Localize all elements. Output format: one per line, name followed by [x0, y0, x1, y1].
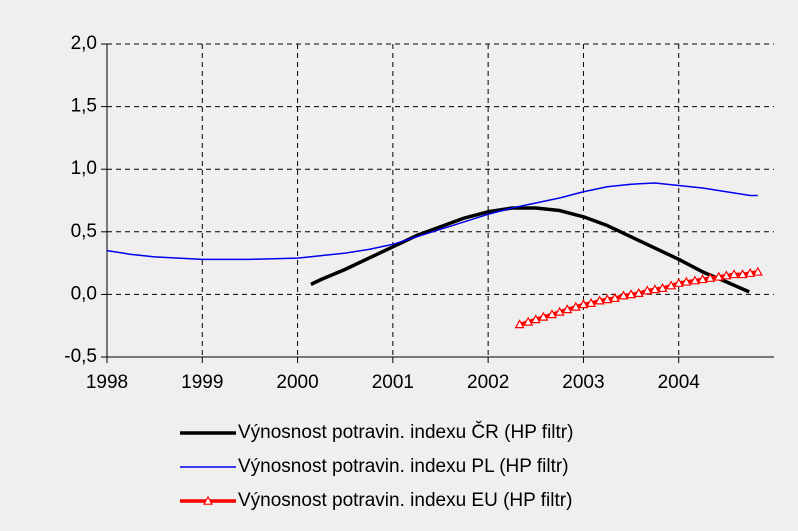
series-marker: [602, 294, 613, 304]
series-marker: [681, 276, 692, 286]
legend-marker: [202, 495, 214, 505]
series-marker: [705, 272, 716, 282]
x-tick-label: 2000: [276, 372, 318, 393]
series-marker: [649, 284, 660, 294]
series-marker: [570, 301, 581, 311]
series-marker: [689, 275, 700, 285]
series-line: [106, 182, 758, 261]
y-tick-label: 0,5: [71, 221, 97, 242]
series-marker: [626, 289, 637, 299]
series-marker: [673, 277, 684, 287]
series-marker: [633, 287, 644, 297]
y-tick-label: 2,0: [71, 33, 97, 54]
series-marker: [745, 267, 756, 277]
y-tick-label: 0,0: [71, 283, 97, 304]
series-marker: [538, 311, 549, 321]
series-marker: [713, 271, 724, 281]
series-marker: [530, 314, 541, 324]
series-marker: [586, 297, 597, 307]
y-tick-label: -0,5: [64, 346, 97, 367]
series-marker: [523, 316, 534, 326]
series-marker: [554, 306, 565, 316]
x-tick-label: 1998: [86, 372, 128, 393]
series-marker: [657, 282, 668, 292]
series-marker: [562, 304, 573, 314]
x-tick-label: 2003: [562, 372, 604, 393]
series-line: [310, 206, 750, 294]
x-tick-label: 2001: [372, 372, 414, 393]
series-marker: [609, 292, 620, 302]
series-marker: [594, 295, 605, 305]
legend-label: Výnosnost potravin. indexu EU (HP filtr): [238, 490, 572, 511]
y-tick-label: 1,0: [71, 158, 97, 179]
series-marker: [752, 266, 763, 276]
series-marker: [618, 290, 629, 300]
series-marker: [737, 269, 748, 279]
series-marker: [546, 309, 558, 319]
series-marker: [721, 270, 732, 280]
x-tick-label: 2002: [467, 372, 509, 393]
legend-label: Výnosnost potravin. indexu PL (HP filtr): [238, 456, 569, 477]
series-marker: [578, 299, 589, 309]
y-tick-label: 1,5: [71, 96, 97, 117]
series-marker: [514, 319, 525, 329]
series-marker: [642, 285, 653, 295]
x-tick-label: 1999: [181, 372, 223, 393]
series-marker: [666, 280, 677, 290]
x-tick-label: 2004: [658, 372, 701, 393]
legend-label: Výnosnost potravin. indexu ČR (HP filtr): [238, 421, 573, 443]
series-marker: [697, 274, 708, 284]
series-marker: [728, 269, 739, 279]
